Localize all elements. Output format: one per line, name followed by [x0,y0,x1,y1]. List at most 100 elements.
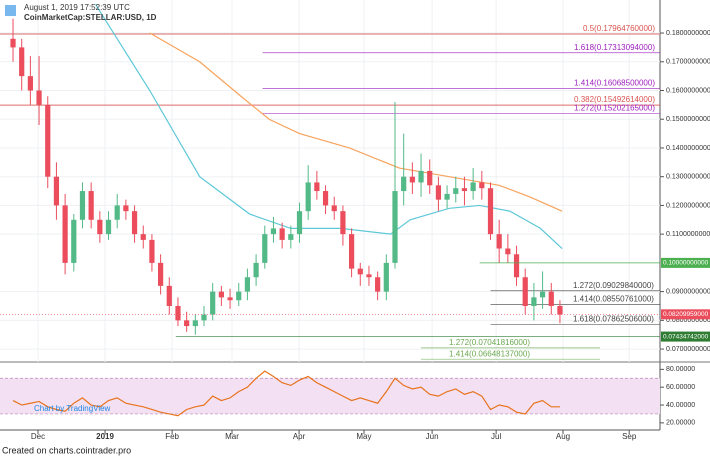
candle-body [201,314,207,321]
candle-body [479,182,485,189]
candle-body [19,47,25,77]
candle-body [513,254,520,278]
price-tag [661,331,710,342]
fib-label: 1.618(0.07862506000) [573,314,654,323]
candle-body [244,277,251,292]
candle-body [418,170,424,183]
candle-body [314,182,320,192]
candle-body [392,191,398,263]
candle-body [340,211,346,235]
candle-body [461,188,468,192]
candle-body [505,248,511,255]
candle-body [71,219,77,263]
candle-body [557,305,563,315]
candle-body [45,104,51,177]
candle-body [262,234,268,263]
candle-body [140,234,146,240]
y-tick-label: 40.00000 [666,402,695,409]
candle-body [227,297,233,301]
candle-body [531,297,537,306]
y-tick-label: 0.1800000000 [666,30,710,37]
candle-body [383,262,389,292]
candle-body [88,191,94,220]
candle-body [487,188,494,235]
fib-label: 1.414(0.08550761000) [573,295,654,304]
candle-body [348,234,355,269]
candle-body [236,291,242,301]
x-tick-label: Jul [491,432,501,441]
x-tick-label: Dec [31,432,45,441]
rsi-line [12,370,560,417]
fib-label: 0.5(0.17964760000) [583,24,655,33]
price-tag [661,309,710,320]
price-tag-label: 0.10000000000 [663,260,709,267]
rsi-band [0,378,660,414]
candle-body [470,182,476,192]
candle-body [435,185,442,200]
y-tick-label: 0.0800000000 [666,317,710,324]
candle-body [36,90,42,105]
candle-body [114,205,120,220]
candle-body [548,291,554,306]
candle-body [496,234,502,249]
logo [5,5,16,16]
candle-body [53,176,60,206]
y-tick-label: 0.0700000000 [666,346,710,353]
candle-body [149,239,155,263]
y-tick-label: 0.1400000000 [666,145,710,152]
candle-body [192,320,198,327]
x-tick-label: Mar [225,432,239,441]
y-tick-label: 0.1600000000 [666,87,710,94]
candle-body [105,219,112,235]
candle-body [366,274,372,278]
candle-body [375,277,381,292]
timestamp: August 1, 2019 17:52:39 UTC [24,3,130,12]
x-tick-label: Sep [622,432,637,441]
candle-body [79,191,86,220]
watermark: Chart by TradingView [34,404,111,413]
y-tick-label: 0.1100000000 [666,231,710,238]
price-tag-label: 0.07434742000 [663,333,709,340]
candle-body [123,205,129,212]
candle-body [331,205,337,212]
fib-label: 1.272(0.09029840000) [573,281,654,290]
x-tick-label: Jun [426,432,439,441]
candle-body [296,211,303,235]
symbol: CoinMarketCap:STELLAR:USD, 1D [24,13,157,22]
candle-body [427,170,433,186]
price-tag-label: 0.08209959000 [663,311,709,318]
y-tick-label: 80.00000 [666,366,695,373]
y-tick-label: 60.00000 [666,384,695,391]
fib-label: 1.272(0.07041816000) [449,338,530,347]
candle-body [522,277,528,306]
candle-body [97,219,103,235]
candle-body [288,234,294,240]
candle-body [166,285,172,306]
x-tick-label: Aug [556,432,570,441]
candle-body [444,193,450,200]
moving-average [149,32,563,212]
price-tag [661,257,710,268]
fib-label: 1.618(0.17313094000) [574,43,655,52]
price-pane [0,0,660,362]
x-tick-label: May [356,432,371,441]
x-tick-label: 2019 [96,432,114,441]
candle-body [158,262,164,286]
candle-body [175,305,181,321]
y-tick-label: 0.1700000000 [666,59,710,66]
candle-body [27,76,33,91]
y-tick-label: 0.1200000000 [666,202,710,209]
x-tick-label: Apr [293,432,306,441]
candle-body [305,182,311,212]
candle-body [62,205,68,263]
moving-average [94,3,563,249]
candle-body [10,38,16,48]
y-tick-label: 0.0900000000 [666,288,710,295]
fib-label: 1.414(0.16068500000) [574,79,655,88]
candle-body [357,268,363,275]
candle-body [184,320,190,327]
candle-body [401,176,407,192]
footer: Created on charts.cointrader.pro [2,445,131,455]
fib-label: 0.382(0.15492614000) [574,95,655,104]
